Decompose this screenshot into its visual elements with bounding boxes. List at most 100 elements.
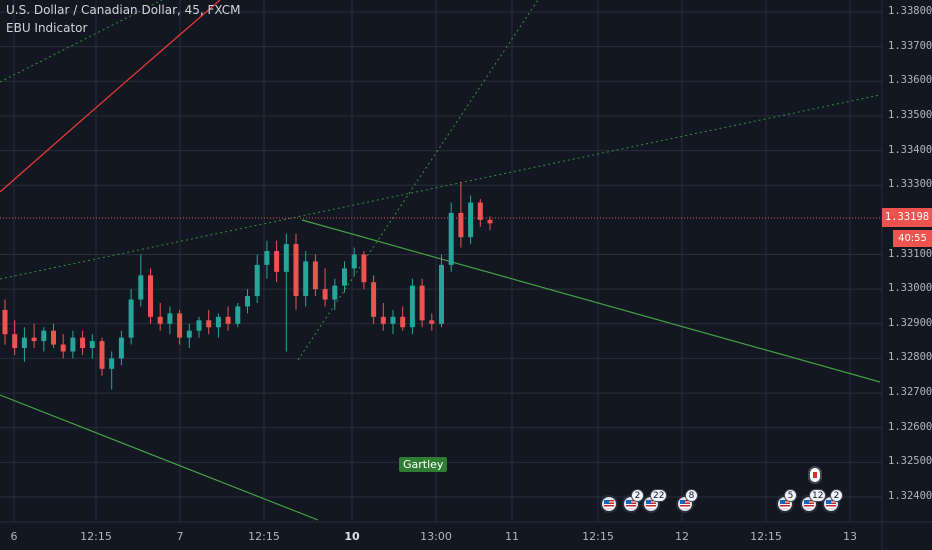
candle-body bbox=[138, 275, 144, 300]
candle-body bbox=[448, 212, 454, 265]
event-count-badge[interactable]: 2 bbox=[631, 489, 644, 502]
candle-body bbox=[322, 289, 328, 300]
candle-body bbox=[118, 337, 124, 359]
trend-curve-red[interactable] bbox=[0, 0, 221, 193]
time-axis-label: 11 bbox=[505, 530, 519, 543]
candle-body bbox=[361, 254, 367, 283]
price-axis-label: 1.32500 bbox=[888, 455, 932, 468]
trend-line-green-resistance[interactable] bbox=[301, 219, 881, 383]
candle-body bbox=[429, 320, 435, 324]
candle-body bbox=[148, 275, 153, 317]
candle-body bbox=[99, 341, 105, 369]
price-axis-label: 1.33800 bbox=[888, 5, 932, 17]
candle-body bbox=[487, 219, 493, 224]
candle-body bbox=[128, 299, 134, 338]
us-flag-icon bbox=[604, 500, 614, 508]
candle-body bbox=[409, 285, 415, 328]
price-axis-label: 1.33600 bbox=[888, 74, 932, 87]
price-axis-label: 1.33700 bbox=[888, 39, 932, 52]
candle-body bbox=[206, 320, 212, 328]
candle-body bbox=[390, 316, 396, 324]
candle-body bbox=[332, 285, 338, 300]
price-axis-label: 1.33500 bbox=[888, 108, 932, 121]
candle-body bbox=[477, 202, 483, 220]
price-axis-label: 1.32400 bbox=[888, 490, 932, 502]
candle-body bbox=[80, 337, 86, 349]
candle-body bbox=[51, 330, 56, 345]
price-axis-label: 1.33100 bbox=[888, 247, 932, 260]
time-axis-label: 6 bbox=[10, 530, 18, 543]
candlesticks bbox=[2, 181, 493, 390]
gartley-pattern-label[interactable]: Gartley bbox=[399, 457, 448, 472]
time-axis-label: 12:15 bbox=[750, 530, 782, 543]
time-axis-label: 12:15 bbox=[248, 530, 280, 543]
current-price-label: 1.33198 bbox=[882, 208, 932, 227]
dotted-trend-line-1[interactable] bbox=[0, 0, 163, 83]
price-axis-label: 1.32600 bbox=[888, 420, 932, 433]
symbol-title[interactable]: U.S. Dollar / Canadian Dollar, 45, FXCM bbox=[6, 3, 241, 17]
candle-body bbox=[254, 264, 260, 297]
candle-body bbox=[12, 334, 18, 349]
bar-countdown: 40:55 bbox=[893, 230, 932, 247]
price-axis-label: 1.33300 bbox=[888, 178, 932, 191]
us-flag-icon bbox=[804, 500, 814, 508]
candle-body bbox=[109, 358, 115, 369]
us-flag-icon bbox=[780, 500, 790, 508]
candle-body bbox=[342, 268, 347, 286]
canada-flag-icon[interactable] bbox=[808, 466, 822, 484]
candle-body bbox=[274, 251, 280, 272]
event-count-badge[interactable]: 5 bbox=[784, 489, 797, 502]
candle-body bbox=[177, 313, 183, 338]
candle-body bbox=[245, 296, 250, 307]
candle-body bbox=[225, 316, 231, 324]
candle-body bbox=[2, 309, 8, 335]
time-axis-label: 12:15 bbox=[582, 530, 614, 543]
time-axis-label: 13 bbox=[843, 530, 857, 543]
candle-body bbox=[303, 261, 309, 297]
candle-body bbox=[196, 320, 202, 331]
candle-body bbox=[167, 313, 173, 324]
us-flag-icon bbox=[646, 500, 656, 508]
candle-body bbox=[468, 202, 474, 238]
candle-body bbox=[21, 337, 27, 349]
us-flag-icon[interactable] bbox=[600, 495, 618, 513]
price-axis-label: 1.32800 bbox=[888, 351, 932, 364]
candle-body bbox=[60, 344, 66, 352]
dotted-trend-line-3[interactable] bbox=[297, 0, 539, 361]
candle-body bbox=[380, 316, 386, 324]
dotted-trend-line-2[interactable] bbox=[0, 94, 881, 280]
price-axis-label: 1.32700 bbox=[888, 386, 932, 399]
candle-body bbox=[186, 330, 192, 338]
price-axis-label: 1.33000 bbox=[888, 282, 932, 295]
price-axis-label: 1.32900 bbox=[888, 316, 932, 329]
time-axis-label: 12:15 bbox=[80, 530, 112, 543]
time-axis-label: 12 bbox=[675, 530, 689, 543]
candle-body bbox=[157, 316, 163, 324]
candle-body bbox=[458, 212, 464, 238]
candle-body bbox=[439, 264, 444, 324]
time-axis-label: 10 bbox=[344, 530, 360, 543]
indicator-label[interactable]: EBU Indicator bbox=[6, 21, 88, 35]
event-count-badge[interactable]: 22 bbox=[650, 489, 668, 502]
candle-body bbox=[283, 244, 289, 272]
us-flag-icon bbox=[680, 500, 690, 508]
time-axis-label: 13:00 bbox=[420, 530, 452, 543]
event-count-badge[interactable]: 8 bbox=[685, 489, 698, 502]
event-count-badge[interactable]: 2 bbox=[830, 489, 843, 502]
trend-lines[interactable] bbox=[0, 0, 881, 521]
us-flag-icon bbox=[826, 500, 836, 508]
candle-body bbox=[70, 337, 76, 352]
candle-body bbox=[419, 285, 425, 321]
candle-body bbox=[351, 254, 357, 269]
candle-body bbox=[235, 306, 241, 324]
event-count-badge[interactable]: 12 bbox=[809, 489, 827, 502]
candle-body bbox=[89, 341, 95, 349]
candle-body bbox=[293, 244, 299, 297]
time-axis-label: 7 bbox=[176, 530, 184, 543]
candle-body bbox=[400, 316, 406, 328]
trend-line-green-lower[interactable] bbox=[0, 394, 319, 521]
candle-body bbox=[312, 261, 318, 290]
us-flag-icon bbox=[626, 500, 636, 508]
candle-body bbox=[371, 282, 377, 317]
